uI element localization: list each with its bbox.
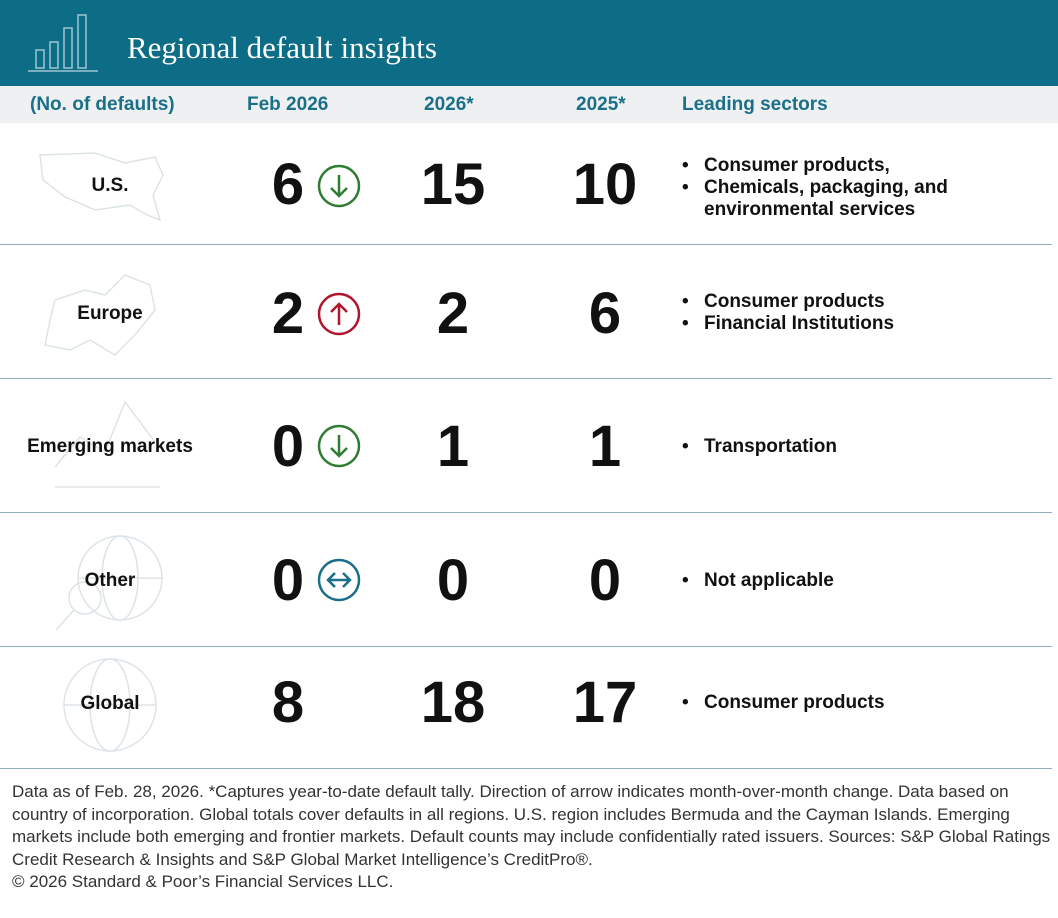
region-label: U.S. — [91, 175, 129, 196]
column-label: 2026* — [424, 94, 474, 115]
globe-outline — [63, 658, 157, 752]
title: Regional default insights — [127, 30, 437, 65]
table-row: Other 0 0 0 Not applicable — [0, 513, 1052, 647]
ytd-2025-value: 6 — [588, 281, 622, 346]
header-icon — [28, 14, 98, 72]
feb-value: 8 — [271, 670, 305, 735]
markets-chart-outline — [54, 400, 160, 488]
ytd-2026-value: 18 — [420, 670, 486, 735]
sector-list: Consumer products,Chemicals, packaging, … — [682, 155, 1032, 221]
column-header: (No. of defaults) Feb 2026 2026* 2025* L… — [0, 86, 1058, 123]
arrow-up — [317, 292, 361, 336]
ytd-2026-value: 2 — [436, 281, 470, 346]
arrow-down — [317, 164, 361, 208]
ytd-2025-value: 1 — [588, 414, 622, 479]
region-label: Emerging markets — [27, 436, 193, 457]
feb-value: 6 — [271, 152, 305, 217]
table-row: U.S. 6 15 10 Consumer products,Chemicals… — [0, 123, 1052, 245]
ytd-2025-value: 17 — [572, 670, 638, 735]
europe-map-outline — [44, 274, 156, 356]
ytd-2026-value: 1 — [436, 414, 470, 479]
arrow-down — [317, 424, 361, 468]
sector-list: Transportation — [682, 436, 1032, 458]
header-bar: Regional default insights — [0, 0, 1058, 86]
region-label: Other — [84, 570, 136, 591]
sector: Consumer products — [682, 291, 1032, 313]
table-row: Europe 2 2 6 Consumer productsFinancial … — [0, 245, 1052, 379]
feb-value: 0 — [271, 414, 305, 479]
footnote: Data as of Feb. 28, 2026. *Captures year… — [12, 781, 1052, 894]
sector-list: Not applicable — [682, 570, 1032, 592]
sector: Consumer products, — [682, 155, 1032, 177]
ytd-2025-value: 10 — [572, 152, 638, 217]
notes: Data as of Feb. 28, 2026. *Captures year… — [12, 782, 1051, 869]
ytd-2026-value: 0 — [436, 548, 470, 613]
ytd-2026-value: 15 — [420, 152, 486, 217]
globe-outline — [55, 535, 163, 631]
table-row: Global 8 18 17 Consumer products — [0, 647, 1052, 769]
region-label: Europe — [77, 303, 143, 324]
column-label: Leading sectors — [682, 94, 828, 115]
sector: Consumer products — [682, 692, 1032, 714]
feb-value: 0 — [271, 548, 305, 613]
column-label: Feb 2026 — [247, 94, 329, 115]
sector: Not applicable — [682, 570, 1032, 592]
us-map-outline — [39, 152, 164, 222]
sector-list: Consumer productsFinancial Institutions — [682, 291, 1032, 335]
feb-value: 2 — [271, 281, 305, 346]
column-label: (No. of defaults) — [30, 94, 175, 115]
column-label: 2025* — [576, 94, 626, 115]
sector: Financial Institutions — [682, 313, 1032, 335]
sector: Transportation — [682, 436, 1032, 458]
sector: Chemicals, packaging, and environmental … — [682, 177, 1032, 221]
copyright: © 2026 Standard & Poor’s Financial Servi… — [12, 872, 394, 891]
arrow-both — [317, 558, 361, 602]
sector-list: Consumer products — [682, 692, 1032, 714]
region-label: Global — [80, 693, 140, 714]
table-row: Emerging markets 0 1 1 Transportation — [0, 379, 1052, 513]
ytd-2025-value: 0 — [588, 548, 622, 613]
